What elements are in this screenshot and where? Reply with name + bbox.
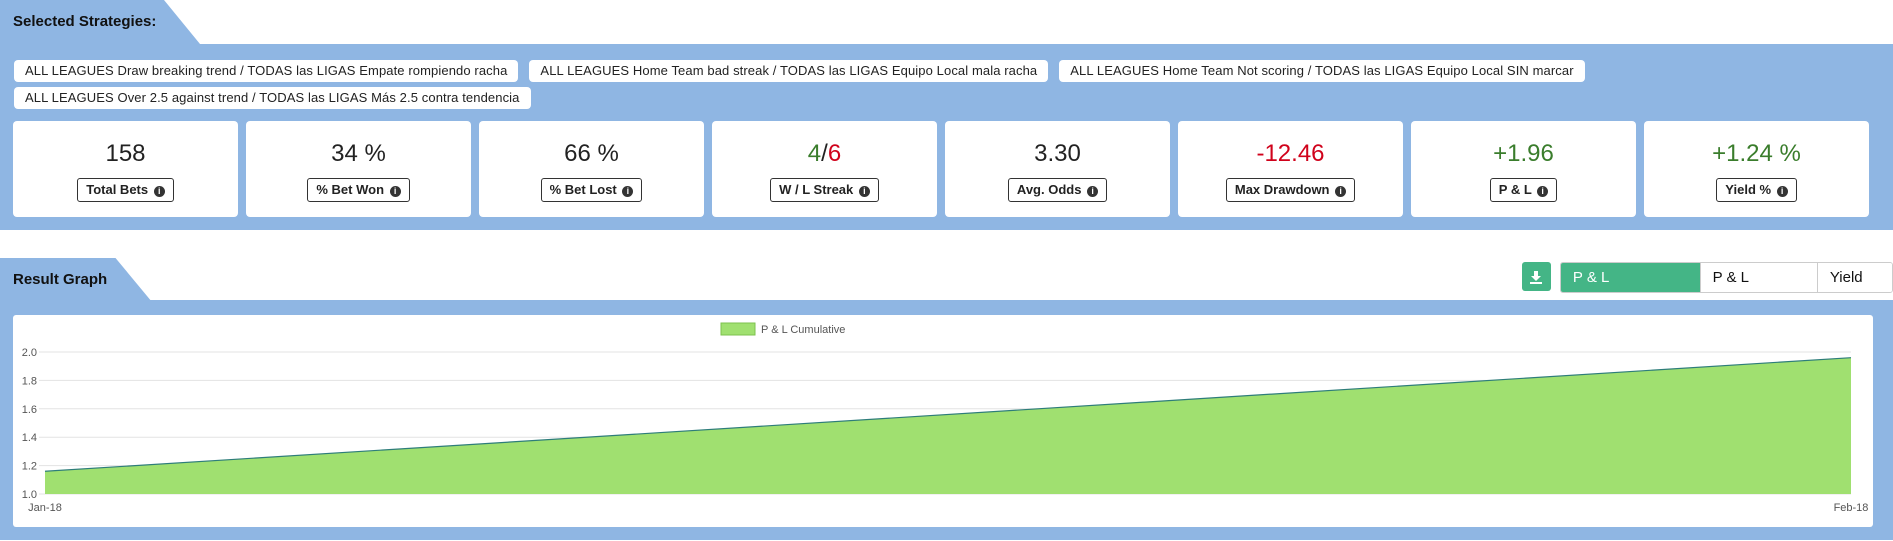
- x-tick-label: Feb-18: [1834, 502, 1869, 514]
- series-line: [44, 357, 1852, 472]
- stat-label-button[interactable]: % Bet Won i: [307, 178, 410, 202]
- info-icon[interactable]: i: [858, 186, 870, 197]
- strategy-tag[interactable]: ALL LEAGUES Draw breaking trend / TODAS …: [14, 60, 519, 82]
- stat-card-bet-won: 34 % % Bet Won i: [246, 121, 471, 217]
- stat-label-button[interactable]: W / L Streak i: [770, 178, 879, 202]
- x-tick-label: Jan-18: [28, 502, 62, 514]
- stat-label-button[interactable]: Total Bets i: [77, 178, 174, 202]
- stat-card-pl: +1.96 P & L i: [1411, 121, 1636, 217]
- stat-card-wl-streak: 4/6 W / L Streak i: [712, 121, 937, 217]
- strategy-tags: ALL LEAGUES Draw breaking trend / TODAS …: [14, 60, 1874, 114]
- stat-label-button[interactable]: P & L i: [1489, 178, 1558, 202]
- legend-label: P & L Cumulative: [761, 324, 845, 336]
- download-button[interactable]: [1522, 262, 1551, 291]
- graph-toolbar: P & L Cumulative P & L Monthly Yield %: [1522, 262, 1893, 293]
- y-tick-label: 1.2: [22, 461, 37, 473]
- y-tick-label: 1.4: [22, 432, 37, 444]
- info-icon[interactable]: i: [1087, 186, 1099, 197]
- stat-card-avg-odds: 3.30 Avg. Odds i: [945, 121, 1170, 217]
- stat-card-total-bets: 158 Total Bets i: [13, 121, 238, 217]
- info-icon[interactable]: i: [1335, 186, 1347, 197]
- y-tick-label: 1.8: [22, 375, 37, 387]
- info-icon[interactable]: i: [1776, 186, 1788, 197]
- stat-card-bet-lost: 66 % % Bet Lost i: [479, 121, 704, 217]
- stat-label-button[interactable]: Yield % i: [1716, 178, 1797, 202]
- download-icon: [1530, 270, 1543, 284]
- selected-strategies-title: Selected Strategies:: [13, 13, 157, 30]
- result-graph-title: Result Graph: [13, 271, 108, 288]
- stat-value: +1.96: [1493, 140, 1554, 167]
- graph-mode-selector: P & L Cumulative P & L Monthly Yield %: [1559, 262, 1893, 293]
- strategy-tag[interactable]: ALL LEAGUES Home Team Not scoring / TODA…: [1059, 60, 1585, 82]
- area-fill: [45, 357, 1851, 494]
- loss-streak: 6: [827, 140, 842, 167]
- chart-container: P & L Cumulative 1.0 1.2 1.4 1.6 1.8 2.0 Jan-18…: [13, 315, 1873, 527]
- stat-label-button[interactable]: Max Drawdown i: [1225, 178, 1356, 202]
- legend-swatch: [720, 322, 756, 336]
- pl-monthly-button[interactable]: P & L Monthly: [1699, 263, 1817, 292]
- stat-value: -12.46: [1256, 140, 1325, 167]
- pl-cumulative-button[interactable]: P & L Cumulative: [1560, 263, 1700, 292]
- win-streak: 4: [807, 140, 822, 167]
- y-tick-label: 2.0: [22, 347, 37, 359]
- stats-cards: 158 Total Bets i 34 % % Bet Won i 66 % %…: [13, 121, 1869, 217]
- selected-strategies-header: Selected Strategies:: [0, 0, 200, 44]
- stat-label-button[interactable]: % Bet Lost i: [540, 178, 643, 202]
- y-tick-label: 1.0: [22, 489, 37, 501]
- stat-value: 3.30: [1034, 140, 1081, 167]
- yield-button[interactable]: Yield %: [1816, 263, 1892, 292]
- stat-value: 158: [105, 140, 146, 167]
- y-tick-label: 1.6: [22, 404, 37, 416]
- info-icon[interactable]: i: [389, 186, 401, 197]
- stat-card-max-drawdown: -12.46 Max Drawdown i: [1178, 121, 1403, 217]
- stat-value: +1.24 %: [1712, 140, 1801, 167]
- stat-value: 4/6: [807, 140, 842, 167]
- stat-label-button[interactable]: Avg. Odds i: [1007, 178, 1108, 202]
- info-icon[interactable]: i: [1537, 186, 1549, 197]
- info-icon[interactable]: i: [153, 186, 165, 197]
- info-icon[interactable]: i: [622, 186, 634, 197]
- stat-card-yield: +1.24 % Yield % i: [1644, 121, 1869, 217]
- strategy-tag[interactable]: ALL LEAGUES Over 2.5 against trend / TOD…: [14, 87, 531, 109]
- pl-cumulative-chart: P & L Cumulative 1.0 1.2 1.4 1.6 1.8 2.0 Jan-18…: [22, 322, 1869, 514]
- stat-value: 34 %: [331, 140, 386, 167]
- strategy-tag[interactable]: ALL LEAGUES Home Team bad streak / TODAS…: [529, 60, 1049, 82]
- result-graph-header: Result Graph: [0, 258, 152, 302]
- stat-value: 66 %: [564, 140, 619, 167]
